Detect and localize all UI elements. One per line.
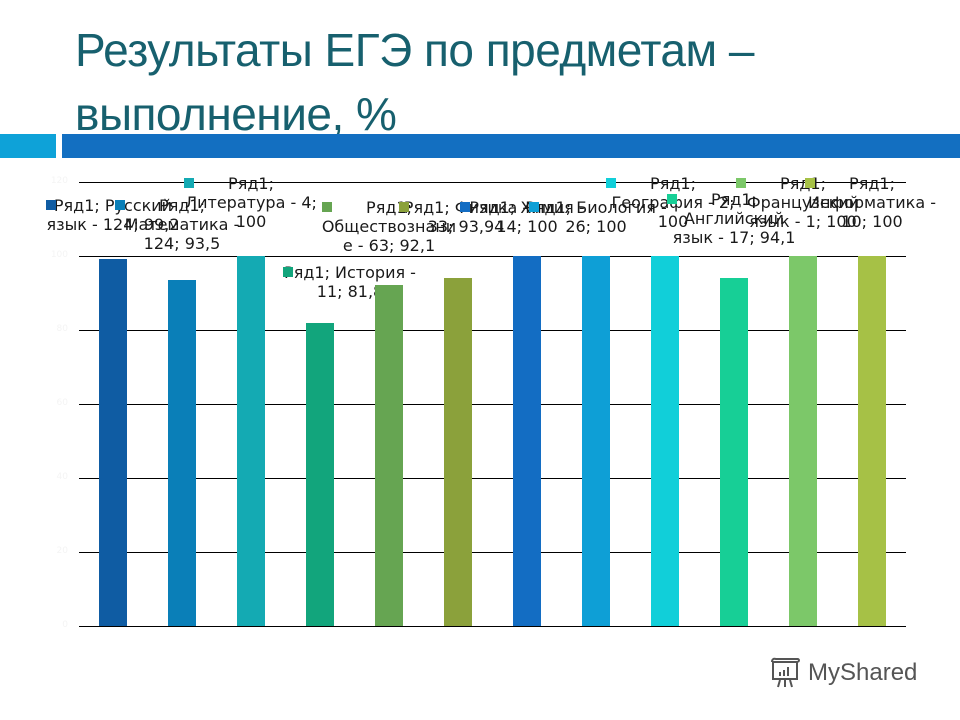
data-label: Ряд1; География - 2; 100	[611, 174, 735, 231]
bar	[237, 256, 265, 626]
data-label: Ряд1; История - 11; 81,8	[284, 263, 416, 301]
data-label: Ряд1; Обществознани е - 63; 92,1	[321, 198, 457, 255]
y-tick-label: 60	[56, 398, 68, 408]
bar	[858, 256, 886, 626]
y-tick-label: 80	[56, 324, 68, 334]
legend-key-marker	[115, 200, 125, 210]
gridline	[79, 330, 906, 331]
y-tick-label: 0	[62, 620, 68, 630]
y-tick-label: 100	[50, 250, 68, 260]
legend-key-marker	[322, 202, 332, 212]
y-tick-label: 20	[56, 546, 68, 556]
presentation-board-icon	[771, 657, 800, 688]
gridline	[79, 626, 906, 627]
data-label: Ряд1; Французский язык - 1; 100	[746, 174, 860, 231]
data-label: Ряд1; Математика - 124; 93,5	[124, 196, 240, 253]
data-label: Ряд1; Английский язык - 17; 94,1	[672, 190, 796, 247]
title-line-1: Результаты ЕГЭ по предметам –	[75, 24, 754, 76]
slide-title: Результаты ЕГЭ по предметам – выполнение…	[75, 18, 935, 146]
gridline	[79, 404, 906, 405]
bar	[168, 280, 196, 626]
y-tick-label: 40	[56, 472, 68, 482]
gridline	[79, 182, 906, 183]
legend-key-marker	[805, 178, 815, 188]
accent-bar-left	[0, 134, 56, 158]
title-line-2: выполнение, %	[75, 88, 397, 140]
legend-key-marker	[46, 200, 56, 210]
data-label: Ряд1; Информатика - 10; 100	[808, 174, 936, 231]
bar	[720, 277, 748, 626]
bar	[513, 256, 541, 626]
watermark-text: MyShared	[808, 659, 918, 686]
bar	[99, 258, 127, 626]
bar	[651, 256, 679, 626]
data-label: Ряд1; Химия - 14; 100	[469, 198, 585, 236]
gridline	[79, 478, 906, 479]
bar	[582, 256, 610, 626]
accent-bar-right	[62, 134, 960, 158]
data-label: Ряд1; Русский язык - 124; 99,2	[46, 196, 180, 234]
legend-key-marker	[184, 178, 194, 188]
watermark: MyShared	[768, 656, 917, 690]
legend-key-marker	[529, 202, 539, 212]
data-label: Ряд1; Литература - 4; 100	[185, 174, 317, 231]
legend-key-marker	[283, 267, 293, 277]
legend-key-marker	[667, 194, 677, 204]
legend-key-marker	[460, 202, 470, 212]
y-tick-label: 120	[50, 176, 68, 186]
legend-key-marker	[399, 202, 409, 212]
legend-key-marker	[736, 178, 746, 188]
gridline	[79, 552, 906, 553]
legend-key-marker	[606, 178, 616, 188]
bar	[306, 323, 334, 626]
data-label: Ряд1; Биология - 26; 100	[525, 198, 667, 236]
bar	[444, 278, 472, 626]
data-label: Ряд1; Физика - 33; 93,94	[403, 198, 529, 236]
bar	[375, 285, 403, 626]
bar	[789, 256, 817, 626]
gridline	[79, 256, 906, 257]
